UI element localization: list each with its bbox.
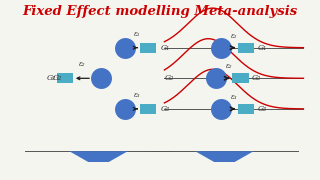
- FancyBboxPatch shape: [232, 73, 249, 83]
- Text: G₃: G₃: [161, 105, 170, 113]
- FancyBboxPatch shape: [57, 73, 73, 83]
- Text: G₃: G₃: [257, 105, 267, 113]
- FancyBboxPatch shape: [238, 104, 254, 114]
- Polygon shape: [195, 151, 254, 162]
- Text: G₂: G₂: [252, 74, 260, 82]
- Text: ε₁: ε₁: [134, 30, 140, 38]
- Text: G₂: G₂: [47, 74, 56, 82]
- Polygon shape: [69, 151, 128, 162]
- Text: G₁: G₁: [257, 44, 267, 52]
- Text: G₂: G₂: [53, 74, 62, 82]
- Text: G₂: G₂: [164, 74, 173, 82]
- Text: Fixed Effect modelling Meta-analysis: Fixed Effect modelling Meta-analysis: [22, 5, 298, 18]
- Text: ε₃: ε₃: [134, 91, 140, 99]
- Text: ε₃: ε₃: [231, 93, 238, 101]
- FancyBboxPatch shape: [238, 43, 254, 53]
- Text: ε₁: ε₁: [231, 32, 238, 40]
- Text: ε₂: ε₂: [79, 60, 86, 68]
- FancyBboxPatch shape: [140, 104, 156, 114]
- Text: G₁: G₁: [161, 44, 170, 52]
- Text: ε₂: ε₂: [226, 62, 232, 70]
- FancyBboxPatch shape: [140, 43, 156, 53]
